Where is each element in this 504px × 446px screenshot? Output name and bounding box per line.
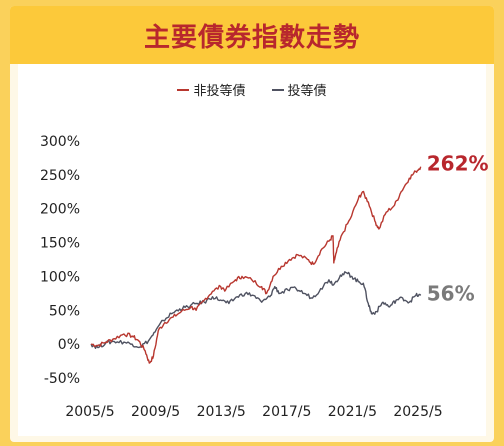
y-tick-label: 100% bbox=[40, 269, 80, 285]
y-tick-label: 300% bbox=[40, 134, 80, 150]
x-axis-ticks: 2005/5 2009/5 2013/5 2017/5 2021/5 2025/5 bbox=[65, 404, 442, 420]
y-tick-label: 250% bbox=[40, 168, 80, 184]
x-tick-label: 2009/5 bbox=[131, 404, 180, 420]
series-line-investment-grade bbox=[90, 271, 422, 349]
y-tick-label: 0% bbox=[58, 337, 80, 353]
chart-title: 主要債券指數走勢 bbox=[143, 22, 360, 53]
x-tick-label: 2021/5 bbox=[328, 404, 377, 420]
legend-label-investment-grade: 投等債 bbox=[287, 84, 327, 99]
chart-legend: 非投等債 投等債 bbox=[0, 80, 504, 99]
series-line-high-yield bbox=[90, 166, 422, 364]
chart-card bbox=[18, 64, 486, 436]
x-tick-label: 2025/5 bbox=[393, 404, 442, 420]
end-labels: 56% 262% bbox=[427, 152, 489, 306]
legend-item-investment-grade: 投等債 bbox=[271, 80, 327, 99]
x-tick-label: 2013/5 bbox=[197, 404, 246, 420]
x-tick-label: 2005/5 bbox=[65, 404, 114, 420]
y-tick-label: 150% bbox=[40, 236, 80, 252]
legend-swatch-investment-grade bbox=[271, 88, 284, 91]
legend-swatch-high-yield bbox=[177, 88, 190, 91]
legend-label-high-yield: 非投等債 bbox=[193, 84, 246, 99]
end-label-investment-grade: 56% bbox=[427, 281, 475, 305]
series-lines bbox=[90, 166, 422, 364]
y-tick-label: 50% bbox=[49, 303, 80, 319]
end-label-high-yield: 262% bbox=[427, 152, 489, 176]
x-tick-label: 2017/5 bbox=[262, 404, 311, 420]
y-axis-ticks: 300% 250% 200% 150% 100% 50% 0% -50% bbox=[40, 134, 80, 387]
y-tick-label: -50% bbox=[44, 371, 80, 387]
title-bar: 主要債券指數走勢 bbox=[10, 6, 494, 64]
y-tick-label: 200% bbox=[40, 202, 80, 218]
legend-item-high-yield: 非投等債 bbox=[177, 80, 246, 99]
